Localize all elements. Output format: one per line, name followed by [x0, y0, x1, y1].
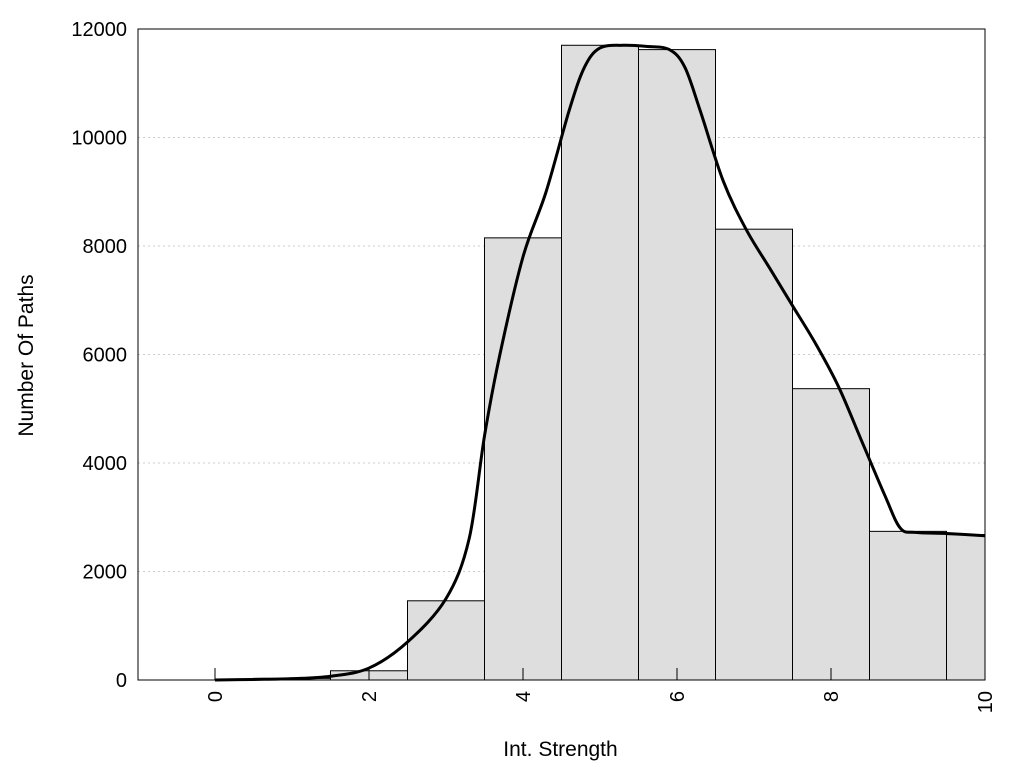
plot-frame: [137, 28, 986, 681]
x-tick-labels: 0 2 4 6 8 10: [205, 691, 997, 713]
x-tick-label-0: 0: [205, 691, 227, 702]
y-tick-label-8000: 8000: [83, 236, 128, 258]
bar-9: [869, 530, 947, 681]
y-tick-label-6000: 6000: [83, 345, 128, 367]
bar-4: [484, 237, 562, 681]
x-tick-label-2: 2: [359, 691, 381, 702]
y-tick-labels: 0 2000 4000 6000 8000 10000 12000: [71, 19, 127, 692]
tick-marks: [214, 668, 986, 680]
x-axis-title: Int. Strength: [503, 738, 617, 761]
x-tick-label-6: 6: [667, 691, 689, 702]
y-tick-label-4000: 4000: [83, 453, 128, 475]
y-axis-title: Number Of Paths: [15, 274, 38, 436]
x-tick-label-10: 10: [975, 691, 997, 713]
bar-7: [715, 228, 793, 681]
curve-line: [214, 43, 986, 682]
y-tick-label-10000: 10000: [71, 128, 127, 150]
y-tick-label-12000: 12000: [71, 19, 127, 41]
y-tick-label-0: 0: [116, 670, 127, 692]
density-curve: [214, 43, 986, 682]
x-tick-label-8: 8: [821, 691, 843, 702]
bars: [253, 44, 986, 681]
bar-10: [946, 534, 986, 681]
bar-5: [561, 44, 639, 681]
x-tick-label-4: 4: [513, 691, 535, 702]
bar-6: [638, 49, 716, 681]
bar-3: [407, 600, 485, 681]
y-tick-label-2000: 2000: [83, 562, 128, 584]
